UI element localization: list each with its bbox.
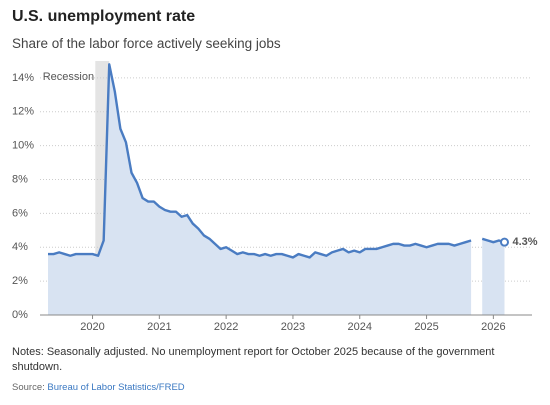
y-tick-label: 4% bbox=[12, 241, 28, 253]
source-link[interactable]: Bureau of Labor Statistics/FRED bbox=[47, 382, 185, 393]
x-tick-label: 2024 bbox=[348, 321, 372, 333]
subtitle: Share of the labor force actively seekin… bbox=[12, 36, 281, 51]
x-tick-label: 2020 bbox=[80, 321, 104, 333]
x-tick-label: 2025 bbox=[414, 321, 438, 333]
y-tick-label: 2% bbox=[12, 275, 28, 287]
source: Source: Bureau of Labor Statistics/FRED bbox=[12, 382, 185, 393]
notes: Notes: Seasonally adjusted. No unemploym… bbox=[12, 346, 495, 373]
area bbox=[482, 238, 505, 315]
recession-label: Recession bbox=[43, 71, 94, 83]
area bbox=[48, 64, 472, 316]
y-tick-label: 10% bbox=[12, 140, 34, 152]
source-prefix: Source: bbox=[12, 382, 45, 393]
y-tick-label: 0% bbox=[12, 309, 28, 321]
y-tick-label: 14% bbox=[12, 72, 34, 84]
x-tick-label: 2023 bbox=[281, 321, 305, 333]
y-tick-label: 12% bbox=[12, 106, 34, 118]
chart: Recession 0% 2% 4% 6% 8% 10% 12% 14% 2020 2021 2022… bbox=[12, 61, 538, 333]
y-tick-label: 6% bbox=[12, 207, 28, 219]
end-marker bbox=[499, 237, 509, 247]
x-tick-label: 2021 bbox=[147, 321, 171, 333]
x-tick-label: 2026 bbox=[481, 321, 505, 333]
title: U.S. unemployment rate bbox=[12, 8, 196, 25]
y-tick-label: 8% bbox=[12, 173, 28, 185]
line bbox=[48, 63, 472, 259]
x-tick-label: 2022 bbox=[214, 321, 238, 333]
value-label: 4.3% bbox=[512, 236, 537, 248]
